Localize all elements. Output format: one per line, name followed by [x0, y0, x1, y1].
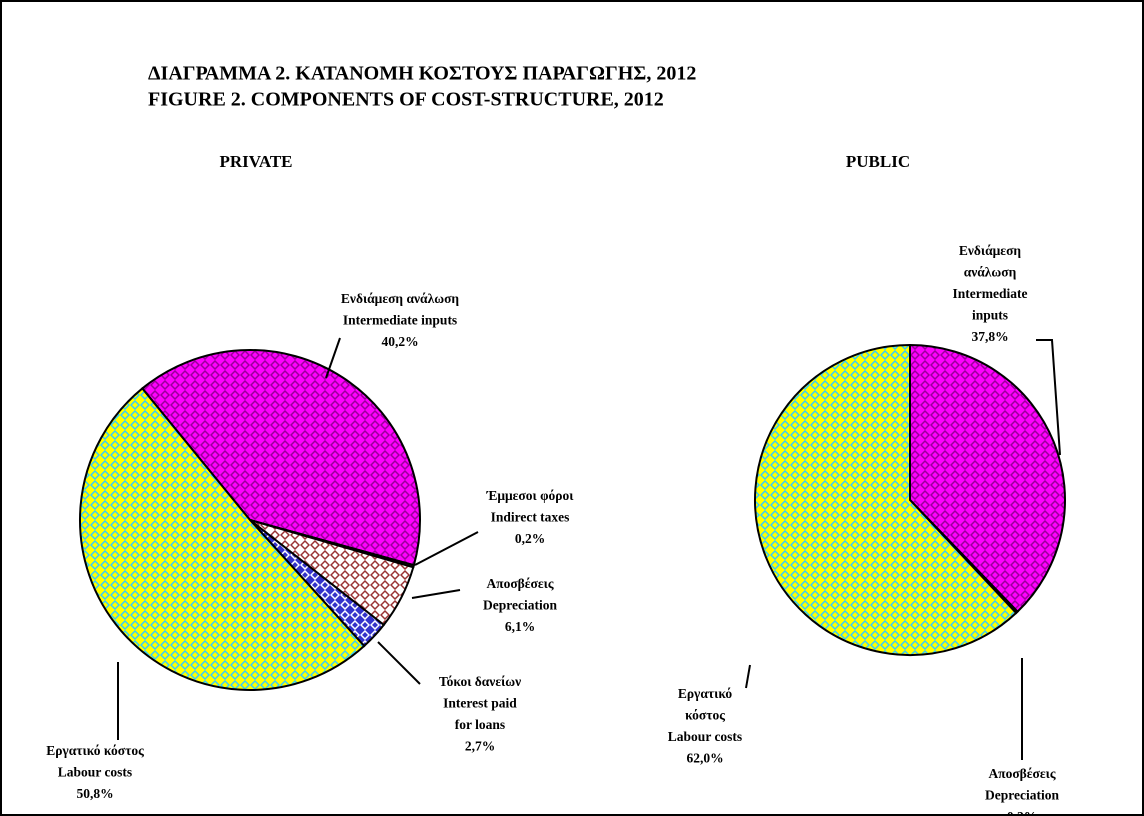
figure-title: FIGURE 2. COMPONENTS OF COST-STRUCTURE, … [148, 89, 664, 111]
slice-label: Depreciation [483, 598, 557, 613]
slice-label: Αποσβέσεις [486, 576, 553, 591]
chart-title: PUBLIC [846, 152, 910, 171]
slice-label: Τόκοι δανείων [439, 674, 521, 689]
slice-label: Intermediate [953, 286, 1028, 301]
leader-line [1036, 339, 1061, 456]
slice-label: inputs [972, 308, 1008, 323]
leader-line [325, 337, 341, 379]
chart-title: PRIVATE [219, 152, 292, 171]
leader-line [411, 589, 461, 599]
pie-slice [754, 343, 1018, 656]
value-label: 0,2% [1007, 809, 1037, 816]
slice-label: Αποσβέσεις [988, 766, 1055, 781]
figure-title: ΔΙΑΓΡΑΜΜΑ 2. ΚΑΤΑΝΟΜΗ ΚΟΣΤΟΥΣ ΠΑΡΑΓΩΓΗΣ,… [148, 63, 696, 85]
value-label: 50,8% [76, 786, 113, 801]
leader-line [377, 641, 421, 685]
value-label: 40,2% [381, 334, 418, 349]
value-label: 0,2% [515, 531, 545, 546]
slice-label: Labour costs [668, 729, 742, 744]
slice-label: Interest paid [443, 696, 517, 711]
pie-slice [140, 349, 421, 567]
pie-slice [79, 387, 366, 691]
pie-slice [909, 343, 1066, 614]
value-label: 37,8% [971, 329, 1008, 344]
slice-label: Intermediate inputs [343, 313, 457, 328]
value-label: 2,7% [465, 739, 495, 754]
slice-label: ανάλωση [964, 265, 1017, 280]
leader-line [414, 531, 479, 566]
slice-label: Ενδιάμεση ανάλωση [341, 291, 460, 306]
slice-label: Ενδιάμεση [959, 243, 1022, 258]
value-label: 62,0% [686, 751, 723, 766]
slice-label: Indirect taxes [491, 510, 570, 525]
slice-label: κόστος [685, 708, 725, 723]
slice-label: Depreciation [985, 788, 1059, 803]
slice-label: for loans [455, 717, 505, 732]
slice-label: Labour costs [58, 765, 132, 780]
leader-line [745, 664, 751, 689]
slice-label: Εργατικό [678, 686, 733, 701]
slice-label: Εργατικό κόστος [46, 743, 144, 758]
slice-label: Έμμεσοι φόροι [486, 488, 575, 503]
value-label: 6,1% [505, 619, 535, 634]
